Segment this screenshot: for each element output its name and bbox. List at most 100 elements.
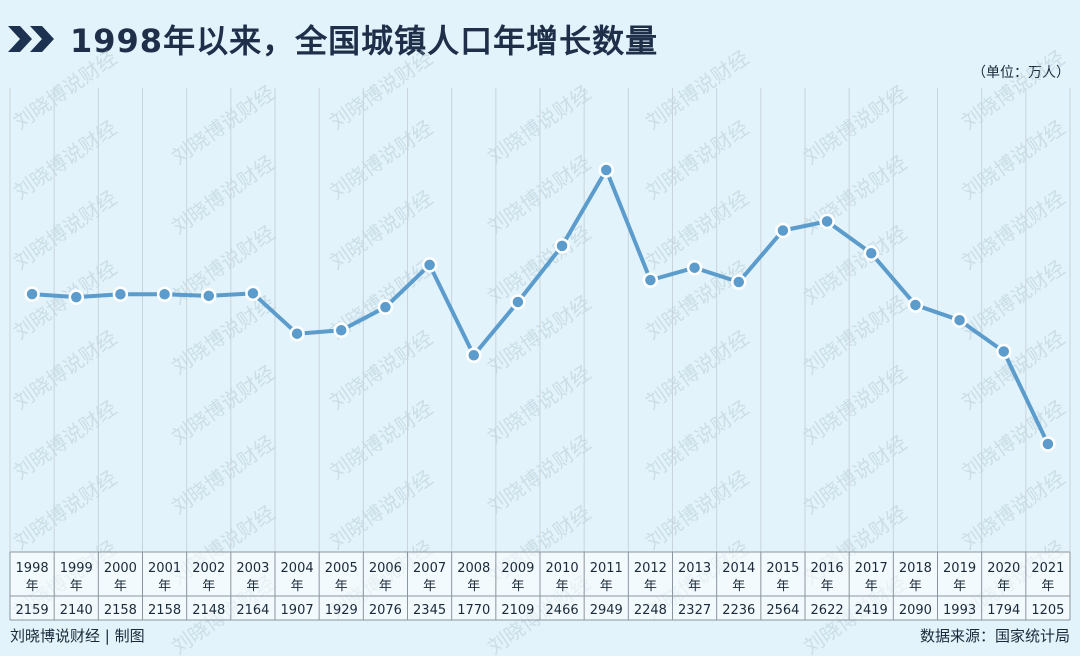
value-label: 2564 bbox=[766, 603, 799, 618]
data-point bbox=[156, 286, 173, 303]
year-label: 2004 bbox=[281, 561, 314, 576]
value-label: 2248 bbox=[634, 603, 667, 618]
year-suffix-label: 年 bbox=[644, 579, 657, 594]
data-point bbox=[289, 325, 305, 342]
year-label: 2012 bbox=[634, 561, 667, 576]
value-label: 2159 bbox=[16, 603, 49, 618]
value-label: 2466 bbox=[546, 603, 579, 618]
value-label: 1929 bbox=[325, 603, 358, 618]
double-chevron-right-icon bbox=[8, 26, 54, 52]
data-point bbox=[907, 297, 924, 313]
year-suffix-label: 年 bbox=[379, 579, 392, 594]
data-point bbox=[731, 274, 747, 290]
year-label: 2019 bbox=[943, 561, 976, 576]
year-label: 2003 bbox=[236, 561, 269, 576]
value-label: 1770 bbox=[457, 603, 490, 618]
value-label: 2327 bbox=[678, 603, 711, 618]
year-label: 1998 bbox=[16, 561, 49, 576]
value-label: 2949 bbox=[590, 603, 623, 618]
data-point bbox=[775, 222, 791, 239]
year-suffix-label: 年 bbox=[26, 579, 39, 594]
value-label: 2109 bbox=[501, 603, 534, 618]
year-label: 2017 bbox=[855, 561, 888, 576]
year-label: 2014 bbox=[722, 561, 755, 576]
year-suffix-label: 年 bbox=[467, 579, 480, 594]
year-label: 2008 bbox=[457, 561, 490, 576]
year-label: 2001 bbox=[148, 561, 181, 576]
data-point bbox=[554, 238, 570, 254]
data-point bbox=[466, 347, 482, 363]
data-point bbox=[377, 299, 394, 315]
year-suffix-label: 年 bbox=[114, 579, 127, 594]
value-label: 2164 bbox=[236, 603, 269, 618]
data-point bbox=[642, 272, 659, 288]
data-point bbox=[598, 162, 614, 178]
year-suffix-label: 年 bbox=[70, 579, 83, 594]
data-point bbox=[333, 322, 349, 339]
data-point bbox=[68, 289, 84, 305]
year-label: 2006 bbox=[369, 561, 402, 576]
year-suffix-label: 年 bbox=[511, 579, 524, 594]
grid-lines bbox=[9, 88, 1071, 552]
year-suffix-label: 年 bbox=[953, 579, 966, 594]
data-point bbox=[1040, 436, 1056, 452]
year-suffix-label: 年 bbox=[865, 579, 878, 594]
year-suffix-label: 年 bbox=[909, 579, 922, 594]
value-label: 2236 bbox=[722, 603, 755, 618]
year-label: 2021 bbox=[1031, 561, 1064, 576]
data-point bbox=[24, 286, 40, 302]
year-suffix-label: 年 bbox=[1041, 579, 1054, 594]
year-label: 2007 bbox=[413, 561, 446, 576]
data-point bbox=[996, 343, 1012, 360]
data-point bbox=[112, 286, 129, 303]
data-point bbox=[421, 257, 438, 273]
data-table: 1998 年 2159 1999 年 2140 2000 年 2158 2001 年 2158 2002… bbox=[9, 551, 1071, 621]
value-label: 2419 bbox=[855, 603, 888, 618]
year-suffix-label: 年 bbox=[997, 579, 1010, 594]
data-point bbox=[951, 312, 968, 328]
value-label: 2158 bbox=[104, 603, 137, 618]
credit-text: 刘晓博说财经 | 制图 bbox=[10, 627, 145, 645]
value-label: 2345 bbox=[413, 603, 446, 618]
value-label: 2076 bbox=[369, 603, 402, 618]
year-label: 2020 bbox=[987, 561, 1020, 576]
year-label: 2018 bbox=[899, 561, 932, 576]
data-point bbox=[686, 259, 703, 276]
year-label: 2009 bbox=[501, 561, 534, 576]
data-point bbox=[819, 213, 835, 230]
year-suffix-label: 年 bbox=[600, 579, 613, 594]
year-label: 2011 bbox=[590, 561, 623, 576]
value-label: 2158 bbox=[148, 603, 181, 618]
year-suffix-label: 年 bbox=[335, 579, 348, 594]
year-label: 2013 bbox=[678, 561, 711, 576]
value-label: 1794 bbox=[987, 603, 1020, 618]
unit-label: （单位：万人） bbox=[972, 65, 1070, 81]
page-title: 1998年以来，全国城镇人口年增长数量 bbox=[70, 22, 659, 60]
year-suffix-label: 年 bbox=[246, 579, 259, 594]
year-suffix-label: 年 bbox=[732, 579, 745, 594]
data-point bbox=[510, 294, 526, 310]
year-label: 1999 bbox=[60, 561, 93, 576]
data-point bbox=[245, 285, 261, 302]
year-suffix-label: 年 bbox=[776, 579, 789, 594]
series-line bbox=[24, 162, 1056, 452]
year-suffix-label: 年 bbox=[423, 579, 436, 594]
year-label: 2010 bbox=[546, 561, 579, 576]
year-label: 2000 bbox=[104, 561, 137, 576]
year-suffix-label: 年 bbox=[291, 579, 304, 594]
value-label: 2090 bbox=[899, 603, 932, 618]
year-label: 2005 bbox=[325, 561, 358, 576]
data-point bbox=[863, 245, 879, 262]
value-label: 1907 bbox=[281, 603, 314, 618]
year-label: 2016 bbox=[811, 561, 844, 576]
value-label: 1205 bbox=[1031, 603, 1064, 618]
year-suffix-label: 年 bbox=[158, 579, 171, 594]
year-suffix-label: 年 bbox=[202, 579, 215, 594]
source-text: 数据来源：国家统计局 bbox=[919, 627, 1070, 645]
title-bar: 1998年以来，全国城镇人口年增长数量 bbox=[8, 14, 658, 64]
value-label: 2148 bbox=[192, 603, 225, 618]
data-point bbox=[201, 288, 217, 304]
value-label: 1993 bbox=[943, 603, 976, 618]
value-label: 2622 bbox=[811, 603, 844, 618]
year-label: 2002 bbox=[192, 561, 225, 576]
